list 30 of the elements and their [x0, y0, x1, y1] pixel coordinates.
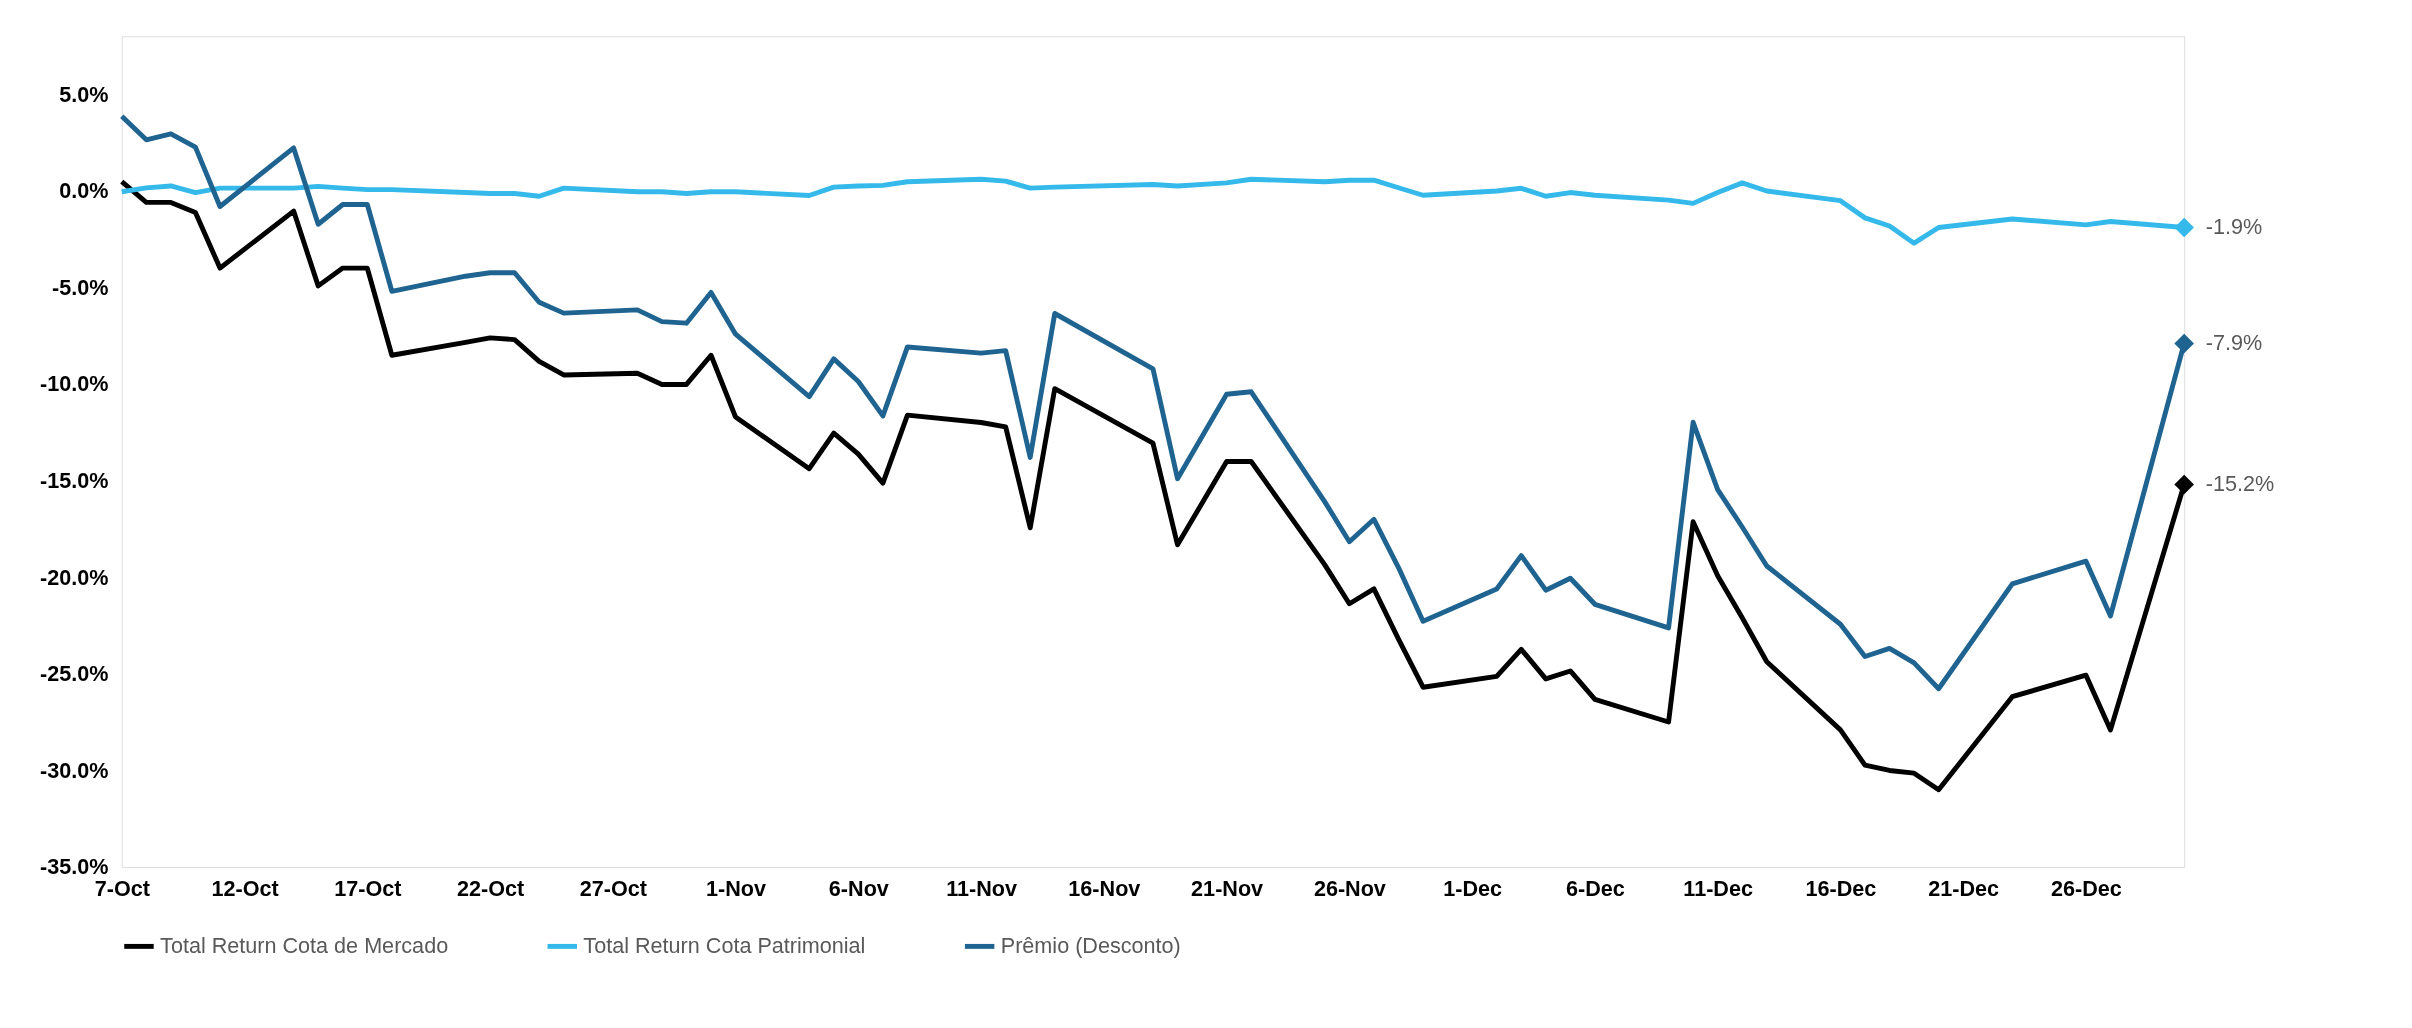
y-tick-label: -30.0%: [40, 757, 109, 783]
y-tick-label: 0.0%: [59, 178, 109, 204]
data-label: -15.2%: [2205, 471, 2275, 497]
legend-label: Prêmio (Desconto): [1000, 933, 1181, 959]
x-tick-label: 12-Oct: [211, 876, 279, 902]
x-tick-label: 16-Dec: [1805, 876, 1877, 902]
x-tick-label: 17-Oct: [334, 876, 402, 902]
data-label: -7.9%: [2205, 330, 2263, 356]
x-tick-label: 22-Oct: [456, 876, 525, 902]
y-tick-label: -25.0%: [40, 661, 109, 687]
x-tick-label: 6-Dec: [1565, 876, 1625, 902]
y-tick-label: -10.0%: [40, 371, 109, 397]
y-tick-label: -20.0%: [40, 564, 109, 590]
y-tick-label: -5.0%: [52, 274, 109, 300]
data-label: -1.9%: [2205, 214, 2263, 240]
x-tick-label: 1-Dec: [1443, 876, 1503, 902]
x-tick-label: 11-Dec: [1683, 876, 1753, 902]
x-tick-label: 26-Dec: [2051, 876, 2122, 902]
y-tick-label: 5.0%: [59, 81, 109, 107]
x-tick-label: 6-Nov: [828, 876, 889, 902]
legend-label: Total Return Cota de Mercado: [160, 933, 449, 959]
x-tick-label: 16-Nov: [1068, 876, 1141, 902]
x-tick-label: 21-Dec: [1928, 876, 2000, 902]
x-tick-label: 27-Oct: [579, 876, 647, 902]
x-tick-label: 21-Nov: [1191, 876, 1264, 902]
legend-label: Total Return Cota Patrimonial: [583, 933, 866, 959]
x-tick-label: 26-Nov: [1313, 876, 1386, 902]
y-tick-label: -15.0%: [40, 468, 109, 494]
x-tick-label: 1-Nov: [706, 876, 767, 902]
x-tick-label: 11-Nov: [946, 876, 1017, 902]
